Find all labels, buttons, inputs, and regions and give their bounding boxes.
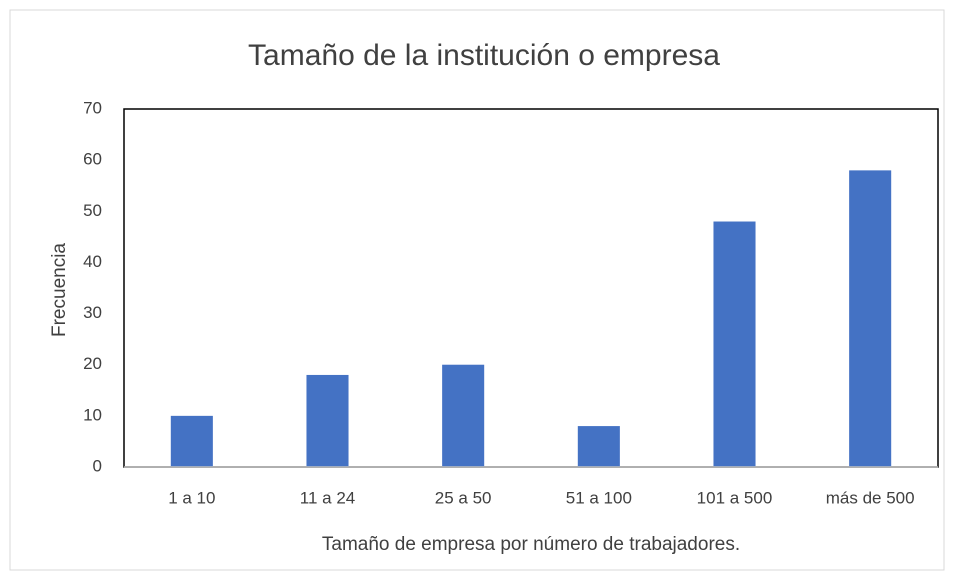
y-tick-label: 10 <box>83 405 102 424</box>
x-tick-label: más de 500 <box>826 488 915 507</box>
y-tick-label: 30 <box>83 303 102 322</box>
y-tick-label: 60 <box>83 150 102 169</box>
chart-title: Tamaño de la institución o empresa <box>248 39 720 72</box>
bar <box>577 426 620 467</box>
bar <box>849 170 892 467</box>
y-tick-label: 50 <box>83 201 102 220</box>
bar <box>442 364 485 467</box>
chart-border <box>9 9 945 571</box>
x-tick-label: 101 a 500 <box>697 488 773 507</box>
x-tick-label: 11 a 24 <box>300 488 355 507</box>
y-tick-label: 70 <box>83 98 102 117</box>
x-axis-title: Tamaño de empresa por número de trabajad… <box>322 534 740 555</box>
bar <box>306 374 349 467</box>
y-tick-label: 20 <box>83 354 102 373</box>
bar <box>713 221 756 467</box>
y-axis-title: Frecuencia <box>49 243 70 337</box>
y-tick-label: 40 <box>83 252 102 271</box>
x-tick-label: 51 a 100 <box>566 488 632 507</box>
bar <box>170 415 213 467</box>
y-tick-label: 0 <box>93 456 102 475</box>
x-tick-label: 25 a 50 <box>435 488 492 507</box>
x-tick-label: 1 a 10 <box>168 488 215 507</box>
